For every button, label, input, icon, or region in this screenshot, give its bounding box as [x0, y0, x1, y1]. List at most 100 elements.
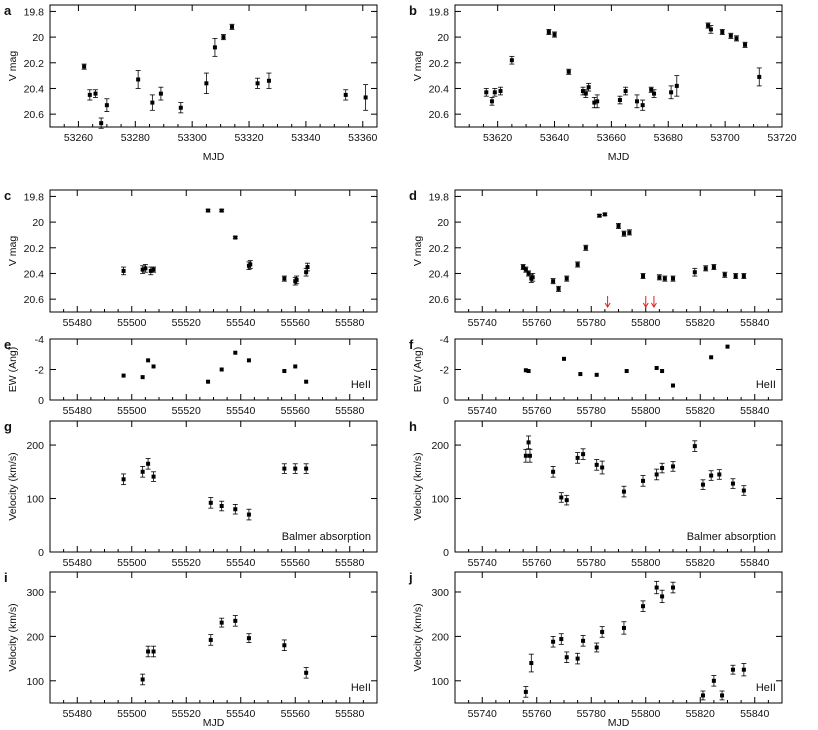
point-marker [343, 92, 348, 97]
panel-a: 53260 53280 53300 53320 53340 53360 19.8 20 20.2… [4, 3, 378, 163]
data-point [756, 67, 762, 87]
data-point [151, 364, 156, 369]
data-point [558, 633, 564, 645]
point-marker [581, 638, 586, 643]
plot-frame [454, 4, 783, 128]
data-point [599, 460, 605, 475]
data-point [662, 275, 668, 282]
x-tick-label: 55740 [468, 557, 497, 569]
y-tick-label: 20 [437, 217, 449, 229]
data-point [492, 88, 498, 97]
data-point [246, 633, 252, 644]
x-tick-label: 53660 [597, 132, 626, 144]
data-point [292, 463, 298, 474]
point-marker [556, 286, 561, 291]
y-axis-label: Velocity (km/s) [7, 603, 19, 671]
y-axis-label: Velocity (km/s) [412, 603, 424, 671]
y-axis-label: V mag [7, 236, 19, 267]
data-point [526, 435, 532, 450]
point-marker [624, 369, 629, 374]
x-tick-label: 55740 [468, 317, 497, 329]
x-tick-label: 55520 [172, 317, 201, 329]
plot-frame [49, 4, 378, 128]
point-marker [730, 481, 735, 486]
x-tick-label: 55520 [172, 557, 201, 569]
y-axis-label: Velocity (km/s) [7, 452, 19, 520]
point-marker [546, 29, 551, 34]
y-tick-label: 200 [26, 440, 44, 452]
point-marker [530, 275, 535, 280]
point-marker [623, 89, 628, 94]
y-tick-label: 20 [32, 217, 44, 229]
data-point [550, 466, 556, 478]
x-tick-label: 55760 [522, 708, 551, 720]
point-marker [551, 279, 556, 284]
data-point [281, 275, 287, 282]
plot-frame [454, 338, 783, 401]
data-point [621, 230, 627, 237]
data-point [703, 265, 709, 272]
y-tick-label: 300 [26, 587, 44, 599]
point-marker [151, 649, 156, 654]
point-marker [575, 262, 580, 267]
point-marker [208, 500, 213, 505]
point-marker [233, 618, 238, 623]
x-tick-label: 55580 [335, 405, 364, 417]
panel-h: 55740 55760 55780 55800 55820 55840 0 100 200 Vel… [409, 419, 783, 569]
point-marker [294, 277, 299, 282]
y-tick-label: 19.8 [24, 6, 45, 18]
point-marker [87, 92, 92, 97]
data-point [151, 471, 157, 482]
data-point [640, 600, 646, 612]
data-point [580, 448, 586, 460]
point-marker [575, 656, 580, 661]
panel-e: 55480 55500 55520 55540 55560 55580 0 -2 -4 EW (A… [4, 334, 378, 417]
y-axis-label: V mag [412, 236, 424, 267]
data-point [733, 273, 739, 280]
data-point [528, 653, 534, 673]
point-marker [621, 625, 626, 630]
data-point [578, 372, 583, 377]
point-marker [523, 453, 528, 458]
x-tick-label: 55800 [631, 708, 660, 720]
x-tick-label: 55500 [117, 708, 146, 720]
x-tick-label: 55540 [226, 557, 255, 569]
x-tick-label: 55800 [631, 405, 660, 417]
x-tick-label: 55580 [335, 708, 364, 720]
data-point [140, 375, 145, 380]
point-marker [523, 368, 528, 373]
point-marker [617, 98, 622, 103]
data-point [121, 473, 127, 486]
data-point [343, 89, 349, 101]
data-point [281, 463, 287, 474]
plot-frame [454, 189, 783, 313]
point-marker [233, 350, 238, 355]
data-point [206, 379, 211, 384]
point-marker [523, 267, 528, 272]
data-point [722, 271, 728, 278]
point-marker [616, 223, 621, 228]
data-point [219, 208, 225, 213]
data-point [700, 479, 706, 490]
point-marker [725, 344, 730, 349]
point-marker [700, 482, 705, 487]
point-marker [640, 103, 645, 108]
data-point [246, 358, 251, 363]
data-point [121, 266, 127, 276]
point-marker [660, 594, 665, 599]
x-axis-label: MJD [608, 151, 630, 163]
point-marker [246, 512, 251, 517]
point-marker [526, 271, 531, 276]
point-marker [140, 469, 145, 474]
point-marker [140, 677, 145, 682]
point-marker [233, 507, 238, 512]
x-axis-label: MJD [203, 151, 225, 163]
data-point [255, 77, 261, 89]
y-tick-label: 19.8 [24, 191, 45, 203]
panel-label: h [409, 419, 417, 434]
point-marker [136, 77, 141, 82]
point-marker [148, 268, 153, 273]
data-point [621, 621, 627, 635]
point-marker [671, 464, 675, 469]
